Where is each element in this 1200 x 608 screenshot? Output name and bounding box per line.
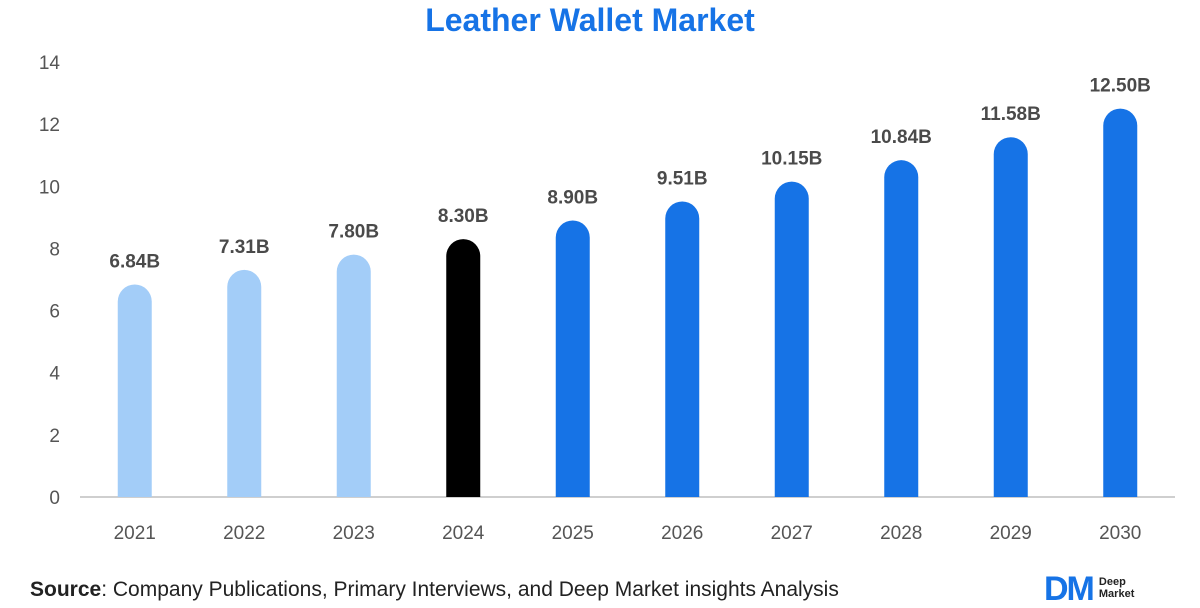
- bar-2030: [1103, 108, 1138, 497]
- bar-2021: [117, 284, 152, 497]
- data-label-2022: 7.31B: [219, 237, 270, 258]
- data-labels: 6.84B 7.31B 7.80B 8.30B 8.90B 9.51B 10.15B 10.8…: [109, 76, 1150, 273]
- x-tick-label-2029: 2029: [990, 523, 1032, 544]
- y-tick-label: 0: [49, 488, 60, 509]
- data-label-2027: 10.15B: [761, 149, 822, 170]
- data-label-2026: 9.51B: [657, 169, 708, 190]
- data-label-2025: 8.90B: [547, 187, 598, 208]
- data-label-2030: 12.50B: [1090, 76, 1151, 97]
- bar-2028: [884, 160, 919, 497]
- source-text: : Company Publications, Primary Intervie…: [101, 578, 839, 601]
- y-tick-label: 10: [39, 177, 60, 198]
- data-label-2023: 7.80B: [328, 222, 379, 243]
- x-axis-ticks: 2021 2022 2023 2024 2025 2026 2027 2028 2029 2030: [114, 523, 1142, 544]
- y-tick-label: 14: [39, 53, 61, 74]
- x-tick-label-2028: 2028: [880, 523, 922, 544]
- source-key: Source: [30, 578, 102, 601]
- y-tick-label: 2: [49, 426, 60, 447]
- x-tick-label-2025: 2025: [552, 523, 594, 544]
- x-tick-label-2022: 2022: [223, 523, 265, 544]
- bar-2029: [993, 137, 1028, 497]
- bar-2023: [336, 254, 371, 497]
- bar-2025: [555, 220, 590, 497]
- x-tick-label-2024: 2024: [442, 523, 485, 544]
- chart-title: Leather Wallet Market: [425, 2, 755, 38]
- bar-chart: 0 2 4 6 8 10 12 14 6.84B 7.31B 7.80B 8.30B 8.90B 9.5…: [39, 53, 1175, 544]
- data-label-2029: 11.58B: [981, 104, 1041, 125]
- x-tick-label-2023: 2023: [333, 523, 375, 544]
- y-tick-label: 8: [49, 239, 60, 260]
- x-tick-label-2026: 2026: [661, 523, 703, 544]
- bar-2027: [774, 181, 809, 497]
- x-tick-label-2030: 2030: [1099, 523, 1141, 544]
- bar-2022: [227, 269, 262, 497]
- bar-2026: [665, 201, 700, 497]
- x-tick-label-2021: 2021: [114, 523, 156, 544]
- logo-text: Deep Market: [1098, 576, 1135, 600]
- y-tick-label: 12: [39, 115, 60, 136]
- y-tick-label: 6: [49, 302, 60, 323]
- bars: [117, 108, 1138, 497]
- data-label-2028: 10.84B: [871, 127, 932, 148]
- bar-2024: [446, 239, 481, 497]
- data-label-2024: 8.30B: [438, 206, 489, 227]
- data-label-2021: 6.84B: [109, 251, 160, 272]
- source-note: Source: Company Publications, Primary In…: [30, 576, 839, 604]
- y-axis-ticks: 0 2 4 6 8 10 12 14: [39, 53, 61, 509]
- x-tick-label-2027: 2027: [771, 523, 813, 544]
- y-tick-label: 4: [49, 364, 60, 385]
